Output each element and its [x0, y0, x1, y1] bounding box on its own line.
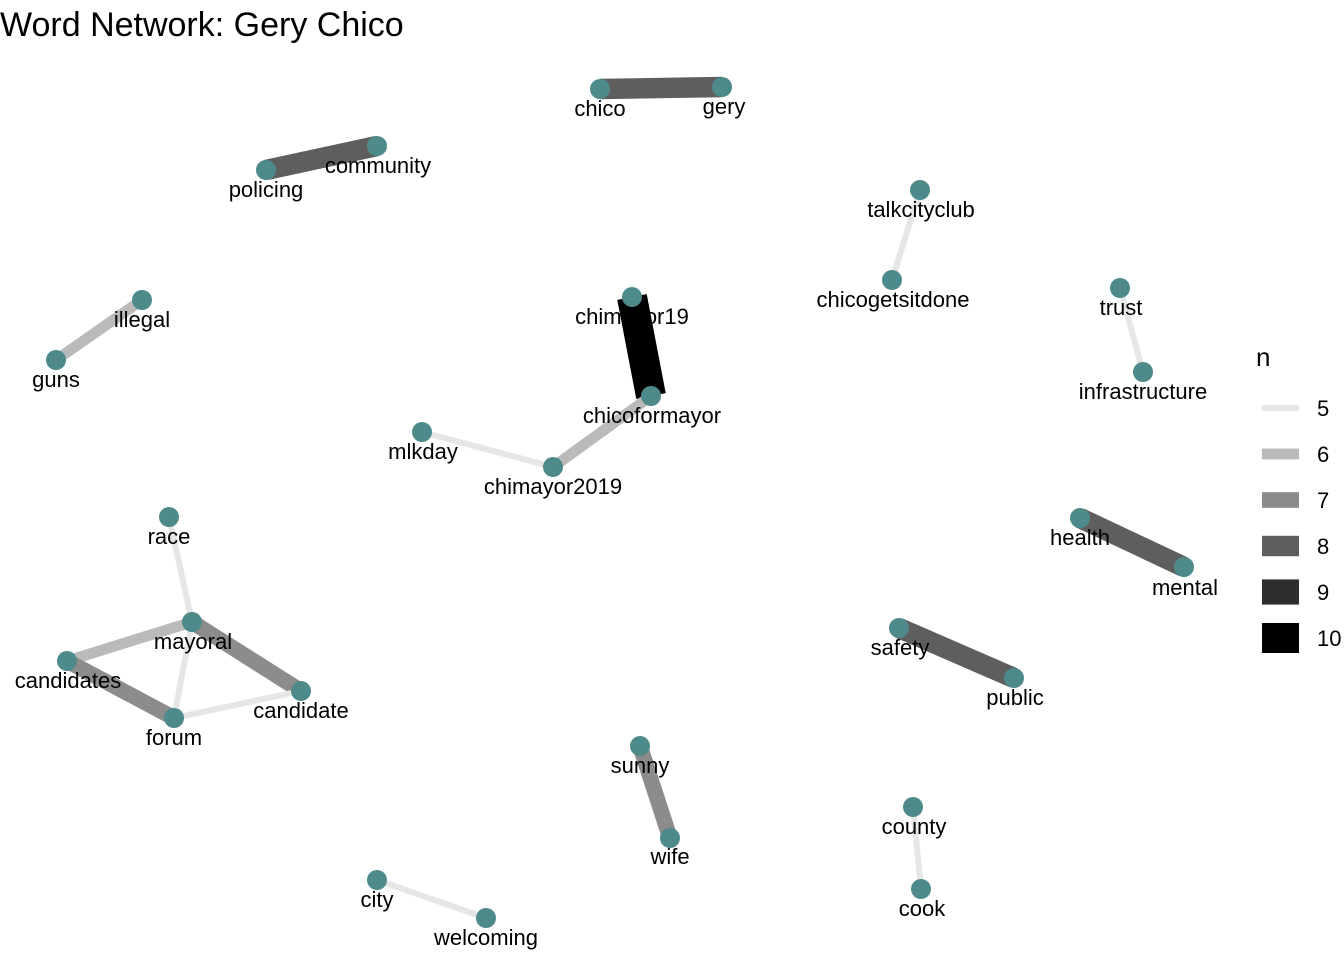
node-gery — [712, 77, 732, 97]
node-label-chicoformayor: chicoformayor — [583, 403, 721, 428]
node-chimayor19 — [622, 287, 642, 307]
node-label-talkcityclub: talkcityclub — [867, 197, 975, 222]
edge-illegal-guns — [52, 295, 146, 365]
legend-key-8 — [1262, 535, 1299, 557]
edge-mayoral-candidates — [65, 616, 194, 667]
legend-label-5: 5 — [1317, 396, 1329, 421]
node-label-candidates: candidates — [15, 668, 121, 693]
node-candidate — [291, 681, 311, 701]
node-label-forum: forum — [146, 725, 202, 750]
legend-title: n — [1256, 342, 1270, 372]
node-label-gery: gery — [703, 94, 746, 119]
node-label-county: county — [882, 814, 947, 839]
node-guns — [46, 350, 66, 370]
nodes-layer — [46, 77, 1194, 928]
legend-key-5 — [1262, 405, 1299, 411]
node-label-wife: wife — [649, 844, 689, 869]
legend-key-6 — [1262, 448, 1299, 460]
node-community — [367, 136, 387, 156]
node-label-guns: guns — [32, 367, 80, 392]
edge-forum-candidate — [173, 688, 302, 721]
chart-title: Word Network: Gery Chico — [0, 6, 404, 44]
node-trust — [1110, 278, 1130, 298]
legend: n 5 6 7 8 9 10 — [1256, 342, 1341, 653]
node-race — [159, 507, 179, 527]
node-chicogetsitdone — [882, 270, 902, 290]
node-label-chico: chico — [574, 96, 625, 121]
legend-label-9: 9 — [1317, 580, 1329, 605]
node-chicoformayor — [641, 386, 661, 406]
node-label-mayoral: mayoral — [154, 629, 232, 654]
node-talkcityclub — [910, 180, 930, 200]
node-forum — [164, 708, 184, 728]
node-chimayor2019 — [543, 457, 563, 477]
node-candidates — [57, 651, 77, 671]
node-sunny — [630, 736, 650, 756]
edge-talkcityclub-chicogetsitdone — [889, 189, 923, 281]
node-label-safety: safety — [871, 635, 930, 660]
node-policing — [256, 160, 276, 180]
edge-chimayor19-chicoformayor — [617, 294, 666, 399]
labels-layer: chico gery policing community talkcityclub ch… — [15, 94, 1218, 950]
node-cook — [911, 879, 931, 899]
legend-label-6: 6 — [1317, 442, 1329, 467]
node-wife — [660, 828, 680, 848]
legend-key-9 — [1262, 579, 1299, 605]
node-mlkday — [412, 422, 432, 442]
legend-key-7 — [1262, 492, 1299, 508]
edge-trust-infrastructure — [1117, 287, 1146, 373]
edge-sunny-wife — [632, 743, 678, 841]
node-label-chimayor19: chimayor19 — [575, 304, 689, 329]
edge-policing-community — [263, 136, 380, 180]
node-label-cook: cook — [899, 896, 946, 921]
node-city — [367, 870, 387, 890]
node-label-mental: mental — [1152, 575, 1218, 600]
node-label-city: city — [361, 887, 394, 912]
edge-safety-public — [894, 618, 1019, 688]
node-chico — [590, 79, 610, 99]
edge-candidates-forum — [63, 654, 178, 725]
node-label-sunny: sunny — [611, 753, 670, 778]
node-mayoral — [182, 612, 202, 632]
node-label-chimayor2019: chimayor2019 — [484, 474, 622, 499]
legend-key-10 — [1262, 623, 1299, 653]
edge-mayoral-forum — [171, 621, 195, 719]
node-welcoming — [476, 908, 496, 928]
edge-mlkday-chimayor2019 — [421, 429, 554, 470]
node-label-public: public — [986, 685, 1043, 710]
node-label-illegal: illegal — [114, 307, 170, 332]
node-label-policing: policing — [229, 177, 304, 202]
node-label-race: race — [148, 524, 191, 549]
node-label-infrastructure: infrastructure — [1079, 379, 1207, 404]
node-label-community: community — [325, 153, 431, 178]
node-mental — [1174, 557, 1194, 577]
node-label-candidate: candidate — [253, 698, 348, 723]
edge-health-mental — [1075, 508, 1189, 577]
node-label-mlkday: mlkday — [388, 439, 458, 464]
edge-race-mayoral — [166, 516, 195, 623]
node-label-trust: trust — [1100, 295, 1143, 320]
node-label-health: health — [1050, 525, 1110, 550]
edge-county-cook — [910, 806, 924, 890]
edge-chicoformayor-chimayor2019 — [549, 391, 655, 472]
node-label-chicogetsitdone: chicogetsitdone — [817, 287, 970, 312]
node-illegal — [132, 290, 152, 310]
legend-label-8: 8 — [1317, 534, 1329, 559]
legend-label-10: 10 — [1317, 626, 1341, 651]
node-public — [1004, 668, 1024, 688]
node-label-welcoming: welcoming — [433, 925, 538, 950]
node-health — [1070, 508, 1090, 528]
edge-mayoral-candidate — [187, 615, 306, 698]
node-safety — [889, 618, 909, 638]
legend-label-7: 7 — [1317, 488, 1329, 513]
node-county — [903, 797, 923, 817]
node-infrastructure — [1133, 362, 1153, 382]
edges-layer — [52, 76, 1189, 921]
edge-city-welcoming — [376, 877, 487, 921]
edge-chico-gery — [599, 76, 723, 100]
